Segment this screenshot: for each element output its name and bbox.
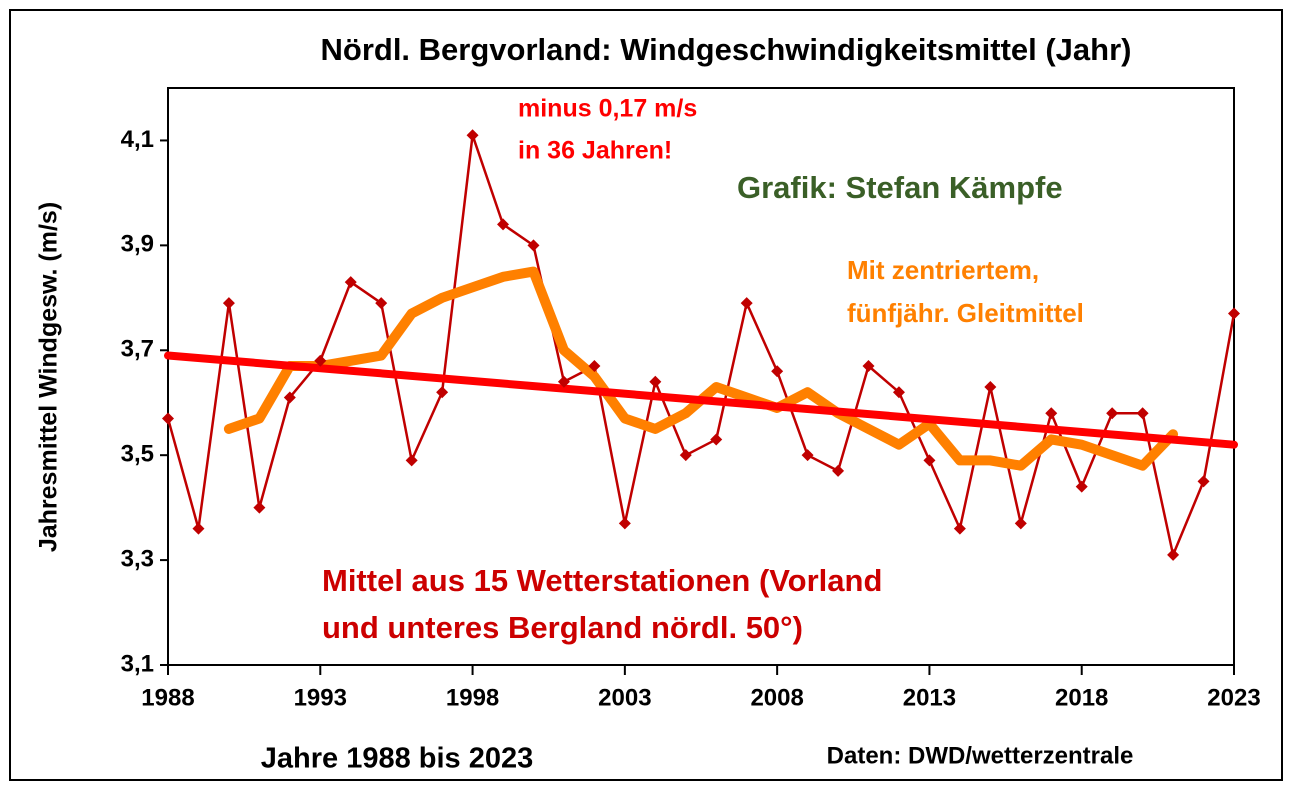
- marker: [771, 365, 784, 378]
- marker: [1136, 407, 1149, 420]
- marker: [375, 297, 388, 310]
- x-tick-label: 1988: [141, 684, 194, 711]
- x-tick-label: 2013: [903, 684, 956, 711]
- y-tick-label: 3,3: [121, 545, 154, 572]
- annual-line: [166, 133, 1236, 557]
- marker: [1045, 407, 1058, 420]
- marker: [1014, 517, 1027, 530]
- y-tick-label: 3,1: [121, 650, 154, 677]
- annotation: Grafik: Stefan Kämpfe: [737, 170, 1063, 205]
- x-tick-label: 1998: [446, 684, 499, 711]
- y-tick-label: 4,1: [121, 126, 154, 153]
- marker: [710, 433, 723, 446]
- frame: [9, 9, 1283, 781]
- annotation: Mittel aus 15 Wetterstationen (Vorland: [322, 563, 882, 598]
- marker: [618, 517, 631, 530]
- marker: [740, 297, 753, 310]
- marker: [344, 276, 357, 289]
- x-tick-label: 1993: [294, 684, 347, 711]
- trend-line: [164, 351, 1238, 449]
- marker: [162, 412, 174, 425]
- x-tick-label: 2003: [598, 684, 651, 711]
- marker: [588, 360, 601, 373]
- y-axis-label: Jahresmittel Windgesw. (m/s): [35, 202, 63, 552]
- marker: [832, 464, 845, 477]
- marker: [314, 354, 327, 367]
- marker: [283, 391, 296, 404]
- marker: [557, 375, 570, 388]
- annotation: minus 0,17 m/s: [518, 95, 697, 123]
- marker: [436, 386, 449, 399]
- marker: [984, 380, 997, 393]
- marker: [1075, 480, 1088, 493]
- marker: [923, 454, 936, 467]
- source: Daten: DWD/wetterzentrale: [827, 742, 1134, 769]
- marker: [1197, 475, 1210, 488]
- x-axis-label: Jahre 1988 bis 2023: [261, 743, 533, 775]
- x-tick-label: 2008: [750, 684, 803, 711]
- plot-area: [167, 87, 1235, 666]
- marker: [679, 449, 692, 462]
- marker: [1106, 407, 1119, 420]
- chart-title: Nördl. Bergvorland: Windgeschwindigkeits…: [321, 32, 1132, 67]
- marker: [649, 375, 662, 388]
- annotation: in 36 Jahren!: [518, 137, 672, 165]
- annotation: und unteres Bergland nördl. 50°): [322, 610, 803, 645]
- y-tick-label: 3,9: [121, 231, 154, 258]
- y-tick-label: 3,7: [121, 336, 154, 363]
- marker: [1167, 548, 1180, 561]
- marker: [892, 386, 905, 399]
- x-tick-label: 2023: [1207, 684, 1260, 711]
- marker: [801, 449, 814, 462]
- marker: [253, 501, 266, 514]
- marker: [953, 522, 966, 535]
- annotation: fünfjähr. Gleitmittel: [847, 298, 1084, 328]
- marker: [527, 239, 540, 252]
- marker: [222, 297, 235, 310]
- marker: [405, 454, 418, 467]
- marker: [466, 129, 479, 142]
- x-tick-label: 2018: [1055, 684, 1108, 711]
- y-tick-label: 3,5: [121, 441, 154, 468]
- marker: [862, 360, 875, 373]
- marker: [497, 218, 510, 231]
- marker: [1228, 307, 1240, 320]
- marker: [192, 522, 205, 535]
- annotation: Mit zentriertem,: [847, 255, 1039, 285]
